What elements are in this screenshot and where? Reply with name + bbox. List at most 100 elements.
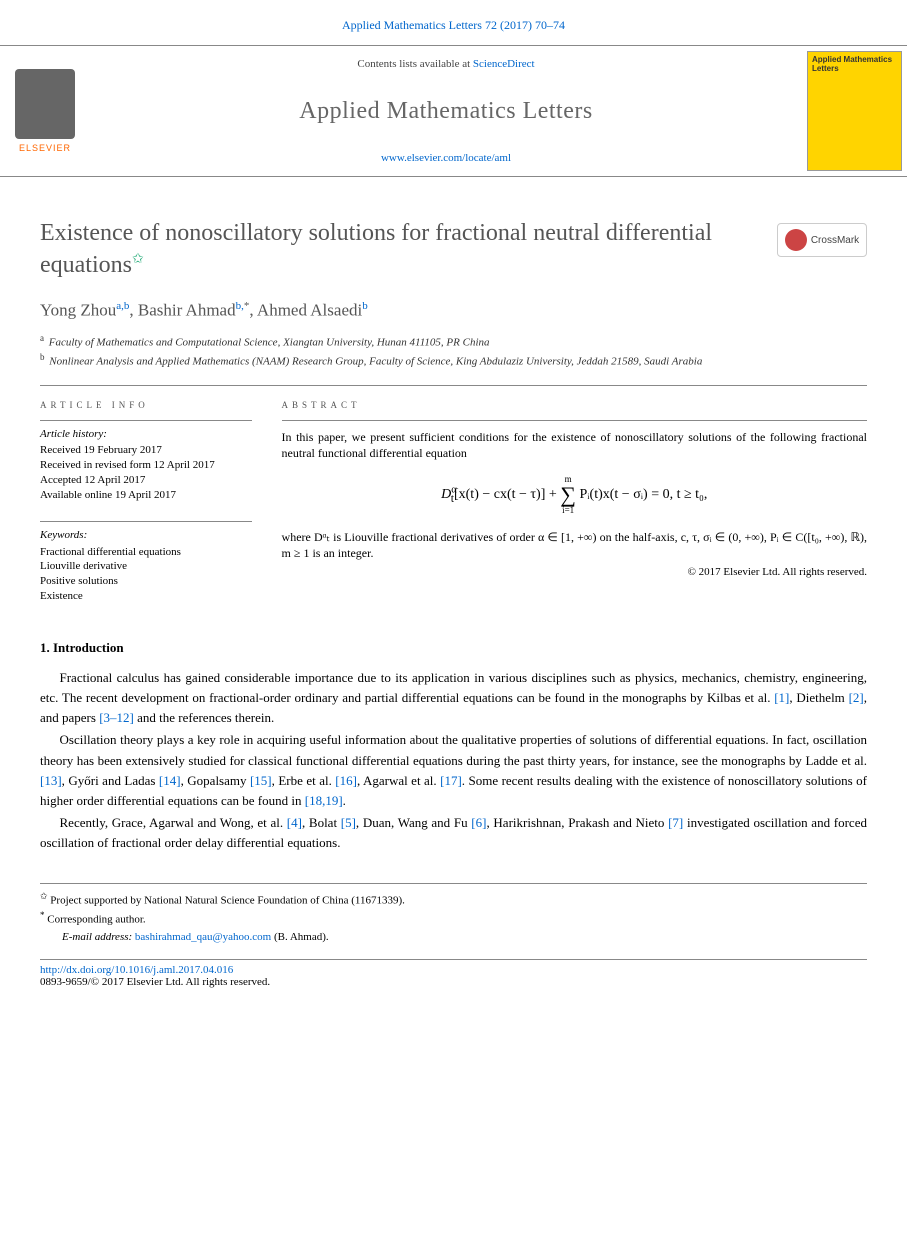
author-3: Ahmed Alsaedi — [257, 300, 362, 319]
ref-6[interactable]: [6] — [471, 815, 486, 830]
masthead: ELSEVIER Contents lists available at Sci… — [0, 45, 907, 177]
author-1: Yong Zhou — [40, 300, 116, 319]
ref-4[interactable]: [4] — [287, 815, 302, 830]
affiliations: a Faculty of Mathematics and Computation… — [0, 328, 907, 384]
affiliation-b: b Nonlinear Analysis and Applied Mathema… — [40, 351, 867, 370]
sciencedirect-link[interactable]: ScienceDirect — [473, 58, 535, 70]
email-label: E-mail address: — [62, 931, 135, 943]
journal-homepage: www.elsevier.com/locate/aml — [90, 152, 802, 164]
eq-D: D — [441, 487, 451, 502]
author-2-aff[interactable]: b, — [236, 300, 244, 312]
crossmark-badge[interactable]: CrossMark — [777, 223, 867, 257]
author-2: Bashir Ahmad — [138, 300, 236, 319]
citation-link[interactable]: Applied Mathematics Letters 72 (2017) 70… — [342, 18, 565, 32]
title-block: Existence of nonoscillatory solutions fo… — [0, 177, 907, 292]
keywords-title: Keywords: — [40, 528, 252, 543]
p1d: and the references therein. — [134, 710, 274, 725]
ref-7[interactable]: [7] — [668, 815, 683, 830]
eq-sum: m∑i=1 — [560, 475, 576, 515]
sigma-icon: ∑ — [560, 484, 576, 506]
intro-para-3: Recently, Grace, Agarwal and Wong, et al… — [40, 813, 867, 853]
contents-line: Contents lists available at ScienceDirec… — [90, 58, 802, 70]
affiliation-a-text: Faculty of Mathematics and Computational… — [49, 337, 490, 349]
contents-text: Contents lists available at — [357, 58, 472, 70]
email-link[interactable]: bashirahmad_qau@yahoo.com — [135, 931, 271, 943]
ref-15[interactable]: [15] — [250, 773, 272, 788]
journal-url-link[interactable]: www.elsevier.com/locate/aml — [381, 152, 511, 164]
p2e: , Agarwal et al. — [357, 773, 440, 788]
ref-13[interactable]: [13] — [40, 773, 62, 788]
main-equation: Dαt[x(t) − cx(t − τ)] + m∑i=1 Pᵢ(t)x(t −… — [282, 461, 867, 529]
history-title: Article history: — [40, 427, 252, 442]
author-1-aff[interactable]: a,b — [116, 300, 129, 312]
doi-link[interactable]: http://dx.doi.org/10.1016/j.aml.2017.04.… — [40, 964, 233, 976]
p2a: Oscillation theory plays a key role in a… — [40, 732, 867, 767]
ref-14[interactable]: [14] — [159, 773, 181, 788]
asterisk-icon: * — [40, 910, 45, 920]
abstract-lead: In this paper, we present sufficient con… — [282, 429, 867, 461]
info-heading: article info — [40, 400, 252, 410]
header-citation: Applied Mathematics Letters 72 (2017) 70… — [0, 0, 907, 45]
keyword-3: Existence — [40, 589, 252, 604]
affiliation-a: a Faculty of Mathematics and Computation… — [40, 332, 867, 351]
keyword-2: Positive solutions — [40, 574, 252, 589]
history-2: Accepted 12 April 2017 — [40, 473, 252, 488]
keyword-1: Liouville derivative — [40, 559, 252, 574]
p3d: , Harikrishnan, Prakash and Nieto — [486, 815, 668, 830]
abstract-heading: abstract — [282, 400, 867, 410]
ref-2[interactable]: [2] — [849, 690, 864, 705]
abstract-copyright: © 2017 Elsevier Ltd. All rights reserved… — [282, 565, 867, 580]
paper-title: Existence of nonoscillatory solutions fo… — [40, 217, 757, 282]
section-introduction: 1. Introduction Fractional calculus has … — [0, 610, 907, 865]
p2g: . — [343, 793, 346, 808]
keyword-0: Fractional differential equations — [40, 545, 252, 560]
author-3-aff[interactable]: b — [362, 300, 368, 312]
article-info: article info Article history: Received 1… — [40, 400, 272, 610]
ref-18-19[interactable]: [18,19] — [305, 793, 343, 808]
p3c: , Duan, Wang and Fu — [356, 815, 471, 830]
star-icon: ✩ — [40, 891, 48, 901]
intro-para-2: Oscillation theory plays a key role in a… — [40, 730, 867, 811]
keywords-block: Keywords: Fractional differential equati… — [40, 521, 252, 604]
p2d: , Erbe et al. — [272, 773, 336, 788]
affiliation-b-text: Nonlinear Analysis and Applied Mathemati… — [49, 356, 702, 368]
funding-text: Project supported by National Natural Sc… — [50, 895, 405, 907]
history-1: Received in revised form 12 April 2017 — [40, 458, 252, 473]
intro-para-1: Fractional calculus has gained considera… — [40, 668, 867, 728]
elsevier-logo[interactable]: ELSEVIER — [0, 46, 90, 176]
elsevier-text: ELSEVIER — [19, 143, 71, 153]
ref-3-12[interactable]: [3–12] — [99, 710, 134, 725]
eq-body1: [x(t) − cx(t − τ)] + — [454, 487, 560, 502]
p2b: , Győri and Ladas — [62, 773, 159, 788]
p3a: Recently, Grace, Agarwal and Wong, et al… — [60, 815, 287, 830]
section-1-heading: 1. Introduction — [40, 640, 867, 656]
abstract: abstract In this paper, we present suffi… — [272, 400, 867, 610]
footnote-corresponding: * Corresponding author. — [40, 909, 867, 928]
article-history: Article history: Received 19 February 20… — [40, 420, 252, 503]
ref-5[interactable]: [5] — [341, 815, 356, 830]
crossmark-icon — [785, 229, 807, 251]
p3b: , Bolat — [302, 815, 341, 830]
abstract-body: In this paper, we present sufficient con… — [282, 420, 867, 581]
ref-1[interactable]: [1] — [774, 690, 789, 705]
footnotes: ✩ Project supported by National Natural … — [40, 883, 867, 945]
elsevier-tree-icon — [15, 69, 75, 139]
authors-line: Yong Zhoua,b, Bashir Ahmadb,*, Ahmed Als… — [0, 292, 907, 329]
abstract-where: where Dᵅₜ is Liouville fractional deriva… — [282, 529, 867, 561]
journal-cover-thumb[interactable]: Applied Mathematics Letters — [807, 51, 902, 171]
history-0: Received 19 February 2017 — [40, 443, 252, 458]
history-3: Available online 19 April 2017 — [40, 488, 252, 503]
ref-16[interactable]: [16] — [335, 773, 357, 788]
p1a: Fractional calculus has gained considera… — [40, 670, 867, 705]
ref-17[interactable]: [17] — [440, 773, 462, 788]
title-text: Existence of nonoscillatory solutions fo… — [40, 220, 712, 278]
author-2-corr[interactable]: * — [244, 300, 250, 312]
cover-title: Applied Mathematics Letters — [812, 56, 897, 74]
p2c: , Gopalsamy — [181, 773, 250, 788]
p1b: , Diethelm — [789, 690, 848, 705]
eq-sum-bot: i=1 — [560, 506, 576, 515]
info-abstract-row: article info Article history: Received 1… — [40, 385, 867, 610]
footer: http://dx.doi.org/10.1016/j.aml.2017.04.… — [40, 959, 867, 988]
title-footnote-star: ✩ — [132, 252, 144, 267]
eq-body2: Pᵢ(t)x(t − σᵢ) = 0, t ≥ t₀, — [576, 487, 707, 502]
